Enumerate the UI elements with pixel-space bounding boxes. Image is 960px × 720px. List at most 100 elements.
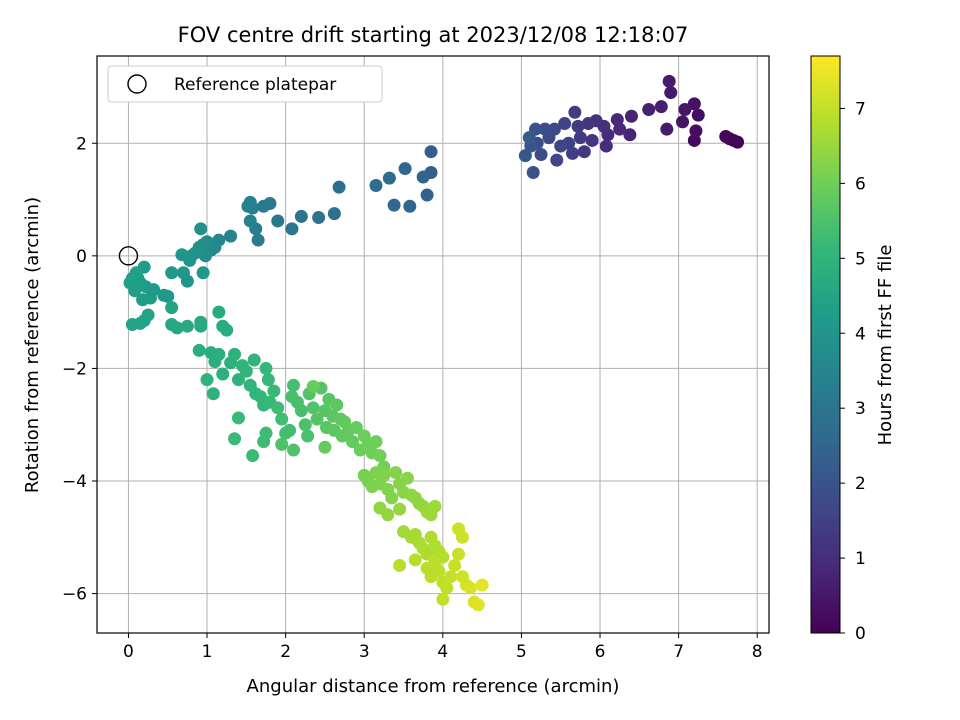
reference-platepar-marker	[118, 246, 139, 266]
data-point	[267, 384, 281, 398]
x-tick-label: 8	[752, 642, 763, 662]
data-point	[662, 74, 676, 88]
colorbar-tick-label: 1	[855, 549, 866, 569]
data-point	[216, 367, 230, 381]
data-point	[259, 361, 273, 375]
y-tick-label: 2	[76, 134, 87, 154]
chart-title: FOV centre drift starting at 2023/12/08 …	[178, 23, 689, 47]
data-point	[330, 398, 344, 412]
x-axis-label: Angular distance from reference (arcmin)	[247, 676, 620, 697]
x-tick-label: 6	[595, 642, 606, 662]
data-point	[664, 86, 678, 100]
data-point	[526, 166, 540, 180]
y-axis-label: Rotation from reference (arcmin)	[22, 197, 43, 493]
data-point	[691, 108, 705, 122]
data-point	[613, 122, 627, 136]
data-point	[345, 435, 359, 449]
colorbar-label: Hours from first FF file	[875, 245, 896, 446]
data-point	[452, 522, 466, 536]
data-point	[175, 248, 189, 262]
data-point	[271, 214, 285, 228]
y-tick-label: −6	[62, 585, 87, 605]
data-point	[440, 581, 454, 595]
data-point	[286, 443, 300, 457]
data-point	[212, 305, 226, 319]
colorbar-tick-label: 7	[855, 99, 866, 119]
colorbar: 0 1 2 3 4 5 6 7 Hours from first FF file	[810, 55, 896, 644]
data-point	[165, 266, 179, 280]
colorbar-tick-label: 3	[855, 399, 866, 419]
data-point	[194, 315, 208, 329]
data-point	[294, 209, 308, 223]
data-point	[196, 266, 210, 280]
data-point	[676, 115, 690, 129]
data-point	[224, 229, 238, 243]
data-point	[432, 564, 446, 578]
data-point	[471, 598, 485, 612]
legend-marker-reference	[127, 74, 147, 94]
x-tick-label: 3	[359, 642, 370, 662]
colorbar-tick-label: 4	[855, 324, 866, 344]
data-point	[247, 353, 261, 367]
x-tick-label: 1	[202, 642, 213, 662]
data-point	[271, 401, 285, 415]
data-point	[318, 440, 332, 454]
legend-box	[107, 65, 383, 103]
data-point	[231, 411, 245, 425]
data-point	[599, 139, 613, 153]
data-point	[261, 373, 275, 387]
data-point	[385, 491, 399, 505]
data-point	[398, 162, 412, 176]
data-point	[125, 318, 139, 332]
data-point	[259, 426, 273, 440]
data-point	[306, 401, 320, 415]
y-tick-label: −2	[62, 359, 87, 379]
data-point	[306, 379, 320, 393]
legend: Reference platepar	[107, 65, 383, 103]
data-point	[654, 100, 668, 114]
plot-frame	[96, 55, 770, 634]
data-point	[403, 199, 417, 213]
colorbar-tick-label: 2	[855, 474, 866, 494]
data-point	[243, 214, 257, 228]
data-point	[194, 222, 208, 236]
legend-label-reference: Reference platepar	[174, 75, 336, 95]
data-point	[687, 97, 701, 111]
data-point	[566, 146, 580, 160]
x-tick-label: 7	[673, 642, 684, 662]
data-point	[220, 323, 234, 337]
data-point	[257, 199, 271, 213]
data-point	[239, 364, 253, 378]
data-point	[231, 373, 245, 387]
data-point	[428, 499, 442, 513]
data-point	[660, 122, 674, 136]
data-point	[400, 471, 414, 485]
data-point	[206, 387, 220, 401]
x-tick-label: 0	[123, 642, 134, 662]
data-point	[444, 570, 458, 584]
data-point	[387, 198, 401, 212]
axis-ticks: 0 1 2 3 4 5 6 7 8 −6 −4 −2 0 2	[62, 134, 763, 662]
data-point	[624, 109, 638, 123]
y-tick-label: 0	[76, 247, 87, 267]
data-points	[118, 74, 745, 612]
data-point	[463, 581, 477, 595]
data-point	[571, 119, 585, 133]
data-point	[285, 222, 299, 236]
data-point	[424, 145, 438, 159]
data-point	[393, 502, 407, 516]
y-tick-label: −4	[62, 472, 87, 492]
data-point	[180, 319, 194, 333]
data-point	[678, 102, 692, 116]
colorbar-tick-label: 6	[855, 174, 866, 194]
x-tick-label: 5	[516, 642, 527, 662]
data-point	[349, 421, 363, 435]
data-point	[136, 293, 150, 307]
data-point	[176, 266, 190, 280]
data-point	[327, 207, 341, 221]
data-point	[568, 105, 582, 119]
data-point	[538, 122, 552, 136]
data-point	[689, 124, 703, 138]
data-point	[577, 145, 591, 159]
